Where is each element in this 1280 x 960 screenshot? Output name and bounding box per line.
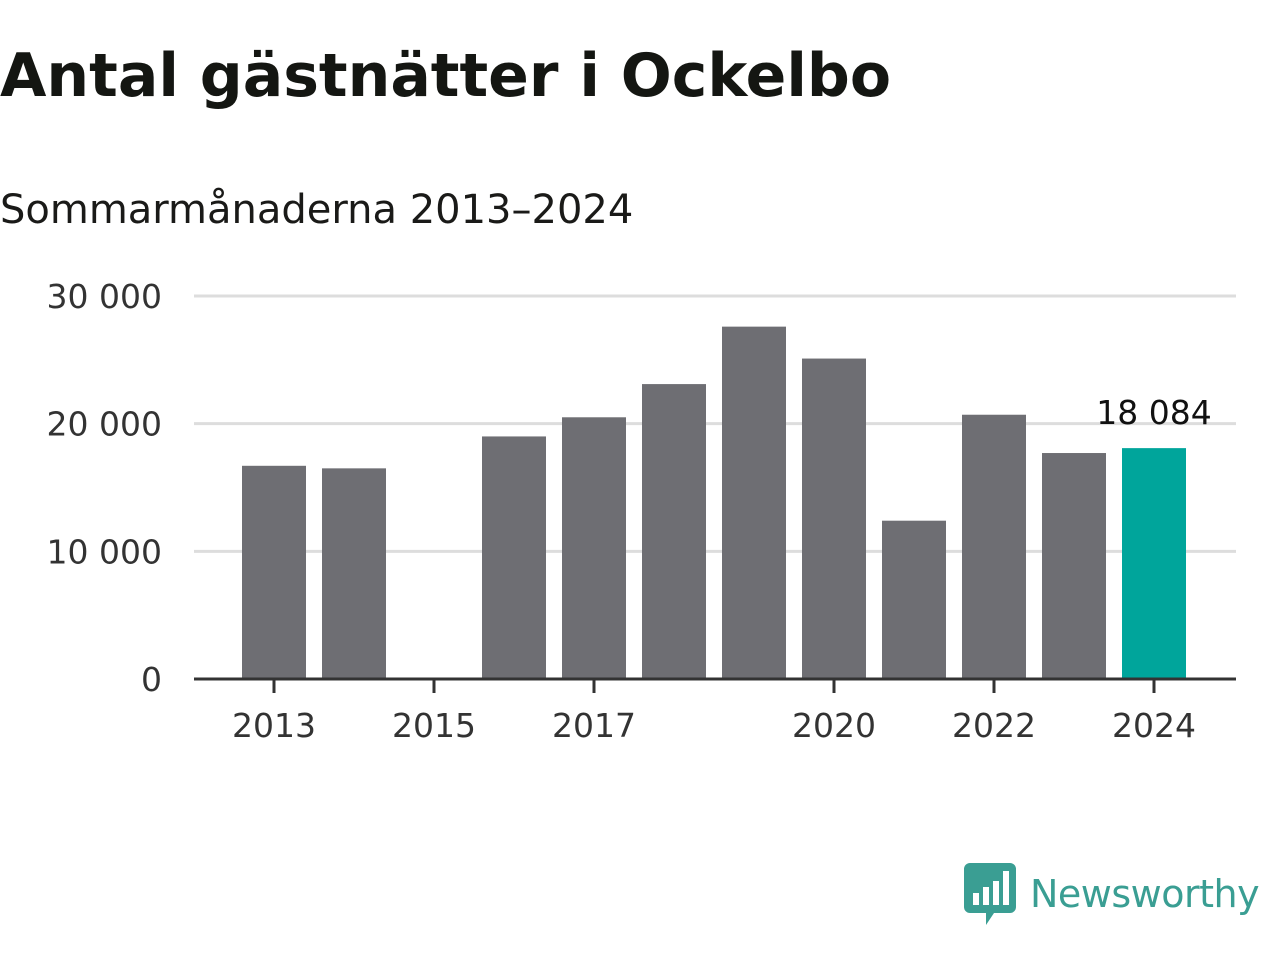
bar-2014 — [322, 468, 386, 679]
bar-2019 — [722, 326, 786, 679]
x-tick-label: 2024 — [1112, 706, 1196, 745]
labels: 0 10 000 20 000 30 000 2013 2015 2017 2020 2022 2… — [47, 277, 1212, 745]
brand-name: Newsworthy — [1030, 872, 1260, 916]
y-tick-label: 0 — [141, 660, 162, 699]
x-tick-label: 2017 — [552, 706, 636, 745]
bar-2013 — [242, 465, 306, 679]
bar-2023 — [1042, 453, 1106, 679]
x-axis — [194, 677, 1236, 693]
x-tick-label: 2022 — [952, 706, 1036, 745]
bar-2018 — [642, 384, 706, 679]
y-tick-label: 20 000 — [47, 405, 162, 444]
bar-2016 — [482, 436, 546, 679]
chart-title: Antal gästnätter i Ockelbo — [0, 41, 892, 111]
x-tick-label: 2015 — [392, 706, 476, 745]
y-tick-label: 30 000 — [47, 277, 162, 316]
newsworthy-logo-icon — [964, 863, 1016, 925]
brand-logo: Newsworthy — [964, 862, 1280, 926]
x-tick-label: 2013 — [232, 706, 316, 745]
bar-chart: 0 10 000 20 000 30 000 2013 2015 2017 2020 2022 2… — [47, 277, 1236, 745]
bars — [242, 326, 1186, 679]
bar-2021 — [882, 520, 946, 679]
bar-2024 — [1122, 448, 1186, 679]
chart-subtitle: Sommarmånaderna 2013–2024 — [0, 187, 634, 233]
y-tick-label: 10 000 — [47, 532, 162, 571]
bar-2022 — [962, 414, 1026, 679]
bar-2017 — [562, 417, 626, 679]
x-tick-label: 2020 — [792, 706, 876, 745]
data-label-2024: 18 084 — [1096, 393, 1211, 432]
bar-2020 — [802, 358, 866, 679]
